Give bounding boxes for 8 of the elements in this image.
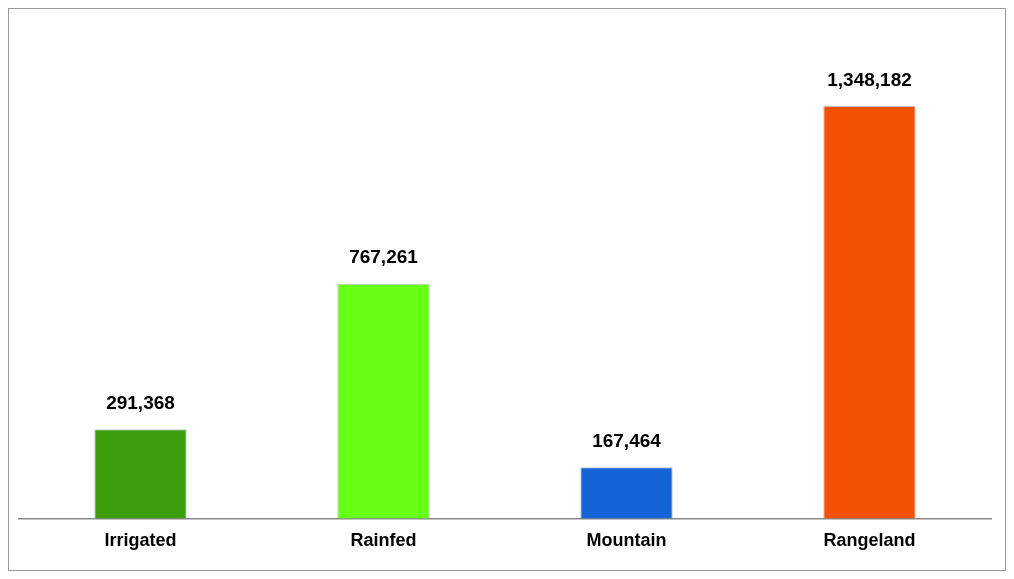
data-label: 291,368 [106, 392, 175, 414]
data-label: 767,261 [349, 246, 419, 268]
data-label: 1,348,182 [827, 68, 912, 90]
x-tick-label: Rainfed [350, 530, 417, 551]
x-tick-label: Mountain [586, 530, 667, 551]
data-label: 167,464 [592, 429, 662, 451]
x-tick-label: Rangeland [823, 530, 916, 551]
x-tick-label: Irrigated [104, 530, 177, 551]
